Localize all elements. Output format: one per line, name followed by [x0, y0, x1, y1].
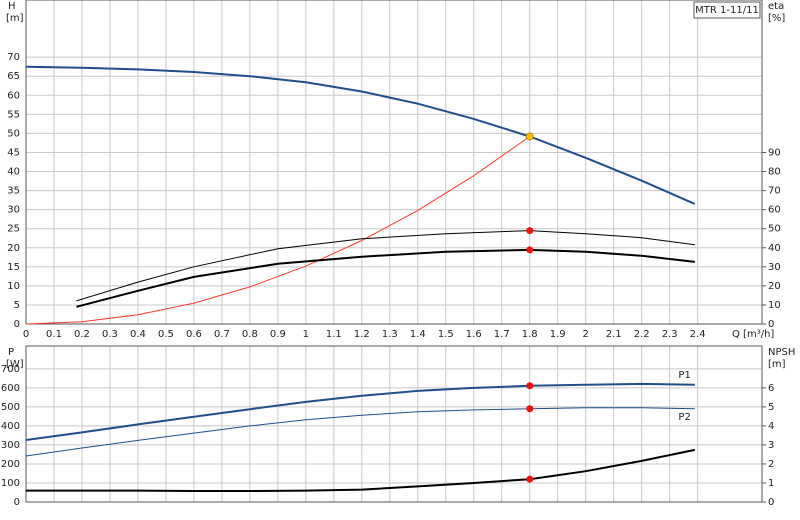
operating-point — [526, 475, 534, 483]
y2-tick-label: 90 — [768, 147, 781, 158]
y-tick-label: 200 — [1, 459, 20, 470]
y-tick-label: 20 — [7, 243, 20, 254]
operating-point — [526, 382, 534, 390]
x-tick-label: 1.6 — [466, 329, 482, 340]
x-tick-label: 1.2 — [354, 329, 370, 340]
operating-point — [526, 227, 534, 235]
y-tick-label: 100 — [1, 478, 20, 489]
x-tick-label: 0.1 — [46, 329, 62, 340]
x-tick-label: 1.9 — [550, 329, 566, 340]
y-tick-label: 400 — [1, 421, 20, 432]
y2-tick-label: 2 — [768, 459, 774, 470]
plot-frame — [25, 345, 763, 503]
operating-point — [526, 246, 534, 254]
operating-point — [525, 132, 534, 141]
y2-tick-label: 0 — [768, 319, 774, 330]
y-axis-unit: [W] — [6, 359, 24, 370]
y-tick-label: 40 — [7, 167, 20, 178]
x-tick-label: 1.5 — [438, 329, 454, 340]
y2-tick-label: 30 — [768, 262, 781, 273]
x-tick-label: 0.9 — [270, 329, 286, 340]
series-label: P2 — [678, 412, 690, 423]
y-tick-label: 0 — [14, 319, 20, 330]
y-tick-label: 500 — [1, 402, 20, 413]
x-tick-label: 0.2 — [74, 329, 90, 340]
x-tick-label: 1 — [303, 329, 309, 340]
y2-tick-label: 50 — [768, 224, 781, 235]
y-tick-label: 35 — [7, 186, 20, 197]
x-tick-label: 0.5 — [158, 329, 174, 340]
legend-text: MTR 1-11/11 — [695, 5, 759, 16]
y2-tick-label: 6 — [768, 383, 774, 394]
y2-tick-label: 0 — [768, 497, 774, 508]
y-tick-label: 50 — [7, 128, 20, 139]
y2-axis-unit: [%] — [768, 13, 785, 24]
x-tick-label: 2.2 — [634, 329, 650, 340]
x-tick-label: 0.7 — [214, 329, 230, 340]
x-tick-label: 2 — [583, 329, 589, 340]
x-tick-label: 1.8 — [522, 329, 538, 340]
curve — [25, 382, 695, 441]
curve — [25, 407, 695, 457]
y-tick-label: 70 — [7, 52, 20, 63]
y2-tick-label: 20 — [768, 281, 781, 292]
x-tick-label: 0.6 — [186, 329, 202, 340]
y2-tick-label: 4 — [768, 421, 774, 432]
x-axis-label: Q [m³/h] — [732, 329, 774, 340]
x-tick-label: 2.3 — [662, 329, 678, 340]
x-tick-label: 1.4 — [410, 329, 426, 340]
y-tick-label: 55 — [7, 109, 20, 120]
plot-frame — [25, 0, 763, 325]
y2-tick-label: 70 — [768, 186, 781, 197]
y2-axis-label: eta — [768, 1, 784, 12]
curve — [76, 248, 695, 308]
y-tick-label: 45 — [7, 147, 20, 158]
y2-axis-unit: [m] — [768, 359, 786, 370]
y-tick-label: 30 — [7, 205, 20, 216]
x-tick-label: 2.1 — [606, 329, 622, 340]
y-axis-label: H — [8, 1, 16, 12]
x-tick-label: 0 — [23, 329, 29, 340]
y2-tick-label: 1 — [768, 478, 774, 489]
y-tick-label: 65 — [7, 71, 20, 82]
x-tick-label: 1.7 — [494, 329, 510, 340]
y-tick-label: 600 — [1, 383, 20, 394]
x-tick-label: 1.1 — [326, 329, 342, 340]
y2-tick-label: 3 — [768, 440, 774, 451]
y2-tick-label: 80 — [768, 167, 781, 178]
x-tick-label: 0.4 — [130, 329, 146, 340]
y2-axis-label: NPSH — [768, 347, 795, 358]
curve — [26, 448, 696, 492]
x-tick-label: 2.4 — [690, 329, 706, 340]
y-axis-unit: [m] — [6, 13, 24, 24]
x-tick-label: 0.3 — [102, 329, 118, 340]
y2-tick-label: 40 — [768, 243, 781, 254]
curve — [76, 230, 695, 302]
y-tick-label: 15 — [7, 262, 20, 273]
y-tick-label: 10 — [7, 281, 20, 292]
series-label: P1 — [678, 370, 690, 381]
y-tick-label: 300 — [1, 440, 20, 451]
y-tick-label: 60 — [7, 90, 20, 101]
x-tick-label: 1.3 — [382, 329, 398, 340]
y2-tick-label: 10 — [768, 300, 781, 311]
operating-point — [526, 405, 534, 413]
curve — [25, 65, 696, 205]
y-tick-label: 25 — [7, 224, 20, 235]
y-axis-label: P — [8, 347, 14, 358]
y2-tick-label: 5 — [768, 402, 774, 413]
y-tick-label: 5 — [14, 300, 20, 311]
x-tick-label: 0.8 — [242, 329, 258, 340]
y-tick-label: 0 — [14, 497, 20, 508]
y-tick-label: 700 — [1, 364, 20, 375]
curve — [25, 136, 530, 325]
y2-tick-label: 60 — [768, 205, 781, 216]
legend-box — [693, 1, 761, 19]
